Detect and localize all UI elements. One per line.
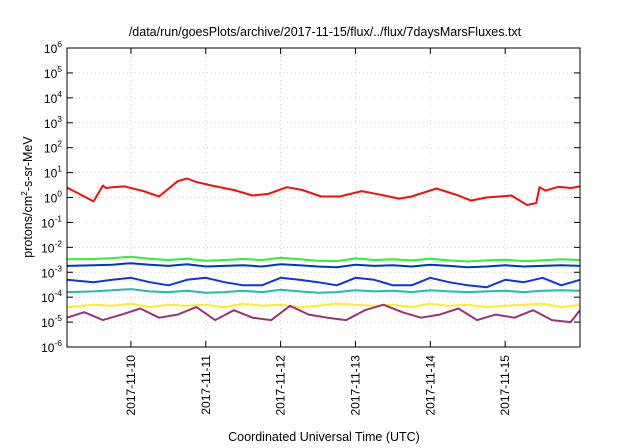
y-tick-label: 10-2	[41, 238, 62, 255]
y-tick-label: 10-5	[41, 313, 62, 330]
chart-title: /data/run/goesPlots/archive/2017-11-15/f…	[129, 25, 522, 39]
x-axis: 2017-11-10 2017-11-11 2017-11-12 2017-11-13…	[124, 48, 512, 416]
y-tick-label: 104	[44, 89, 62, 106]
series-line-5	[66, 288, 581, 294]
x-tick-label: 2017-11-12	[274, 355, 288, 416]
x-tick-label: 2017-11-15	[498, 355, 512, 416]
y-tick-label: 10-1	[41, 213, 62, 230]
y-tick-label: 106	[44, 39, 62, 56]
y-tick-label: 10-6	[41, 338, 62, 355]
y-tick-label: 10-3	[41, 263, 62, 280]
series-layer	[66, 177, 581, 324]
series-line-1	[66, 177, 581, 206]
series-line-6	[66, 302, 581, 309]
series-line-7	[66, 303, 581, 324]
x-tick-label: 2017-11-10	[124, 355, 138, 416]
series-line-2	[66, 255, 581, 263]
x-tick-label: 2017-11-11	[199, 355, 213, 415]
x-tick-label: 2017-11-13	[348, 355, 362, 416]
series-line-3	[66, 276, 581, 289]
y-axis-label: protons/cm2-s-sr-MeV	[19, 136, 35, 258]
y-tick-label: 101	[44, 164, 62, 181]
x-axis-label: Coordinated Universal Time (UTC)	[228, 430, 420, 444]
y-tick-label: 100	[44, 189, 62, 206]
y-tick-label: 102	[44, 139, 62, 156]
x-tick-label: 2017-11-14	[423, 355, 437, 416]
y-tick-label: 10-4	[41, 288, 62, 305]
y-axis: 10-6 10-5 10-4 10-3 10-2 10-1 100 101 102 103 104 1…	[41, 39, 580, 355]
y-tick-label: 105	[44, 64, 62, 81]
y-tick-label: 103	[44, 114, 62, 131]
series-line-4	[66, 262, 581, 269]
